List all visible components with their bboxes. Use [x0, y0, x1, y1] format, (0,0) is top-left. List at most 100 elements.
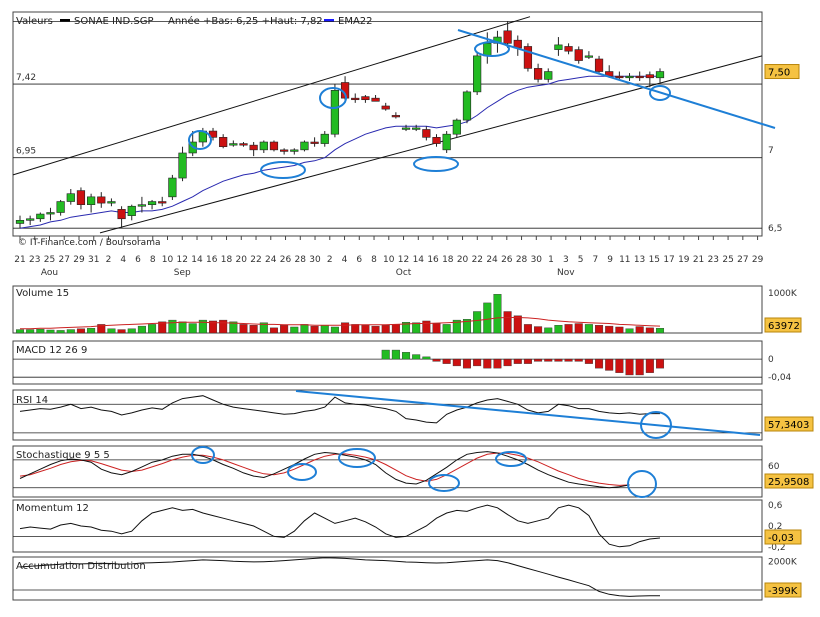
volume-axis-tick: 1000K: [768, 289, 798, 299]
volume-bar: [137, 325, 146, 334]
date-tick-label: 24: [265, 255, 277, 265]
accum-axis-tick: 2000K: [768, 557, 798, 567]
volume-bar: [645, 327, 654, 334]
date-tick-label: 26: [280, 255, 292, 265]
macd-panel: MACD 12 26 9 0 -0,04: [12, 340, 792, 385]
stochastic-panel: Stochastique 9 5 5 60 25,9508: [12, 445, 814, 498]
candle-body: [371, 97, 380, 102]
volume-bar: [462, 319, 471, 334]
volume-bar: [300, 324, 309, 334]
volume-bar: [351, 324, 360, 334]
date-tick-label: 21: [693, 255, 704, 265]
volume-last-value-box: [764, 317, 802, 333]
candle-body: [15, 220, 25, 224]
macd-hist-bar: [503, 358, 512, 367]
annotation-ellipse: [287, 463, 317, 481]
rsi-last-value-box: [764, 416, 814, 432]
annotation-ellipse: [627, 470, 657, 498]
candle-body: [46, 212, 55, 215]
date-tick-label: 18: [442, 255, 454, 265]
candle-body: [645, 74, 654, 79]
date-tick-label: 10: [162, 255, 174, 265]
macd-hist-bar: [442, 358, 451, 364]
candle-body: [300, 141, 309, 151]
volume-bar: [188, 323, 197, 334]
momentum-title: Momentum 12: [16, 503, 89, 514]
macd-hist-bar: [513, 358, 522, 364]
macd-hist-bar: [534, 358, 543, 362]
price-frame: [12, 11, 763, 237]
stoch-frame: [12, 445, 763, 498]
volume-bar: [513, 315, 522, 334]
volume-bar: [229, 321, 238, 334]
rsi-panel: RSI 14 57,3403: [12, 389, 814, 441]
date-tick-label: 21: [14, 255, 25, 265]
momentum-last-value-box: [764, 529, 802, 545]
volume-bar: [473, 311, 482, 334]
volume-bar: [168, 319, 177, 334]
volume-bar: [330, 326, 339, 334]
volume-bar: [148, 324, 157, 334]
volume-bar: [523, 324, 532, 334]
macd-frame: [12, 340, 763, 385]
volume-bar: [595, 325, 604, 334]
price-last-value-label: 7,50: [768, 68, 790, 79]
candle-body: [320, 133, 329, 144]
candle-body: [432, 137, 441, 144]
date-axis: 21 23 25 27 29 31 2 4 6 8 10 12 14 16 18 20 22 24 26 28 30 2 4…: [14, 236, 764, 278]
date-tick-label: 23: [708, 255, 719, 265]
macd-axis-tick: -0,04: [768, 373, 792, 383]
volume-bar: [534, 326, 543, 334]
date-tick-label: 9: [607, 255, 613, 265]
candle-body: [310, 141, 319, 144]
month-label: Aou: [41, 268, 58, 278]
candle-body: [168, 177, 177, 198]
volume-bar: [15, 329, 25, 334]
date-tick-label: 2: [327, 255, 333, 265]
price-axis-tick: 6,5: [768, 224, 782, 234]
accum-last-value-label: -399K: [768, 586, 798, 597]
volume-bar: [574, 323, 583, 334]
candle-body: [523, 46, 533, 69]
month-label: Nov: [557, 268, 575, 278]
annotation-ellipse: [474, 41, 510, 57]
volume-bar: [432, 323, 441, 334]
volume-bar: [97, 324, 106, 334]
volume-bar: [615, 326, 624, 334]
rsi-title: RSI 14: [16, 395, 48, 406]
date-tick-label: 19: [678, 255, 690, 265]
date-tick-label: 27: [59, 255, 70, 265]
candle-body: [229, 143, 238, 146]
volume-bar: [209, 320, 218, 334]
macd-hist-bar: [462, 358, 471, 369]
candle-body: [442, 133, 451, 151]
volume-bar: [66, 329, 75, 334]
date-tick-label: 27: [737, 255, 748, 265]
momentum-frame: [12, 499, 763, 553]
date-tick-label: 28: [295, 255, 307, 265]
volume-bar: [36, 328, 45, 334]
candle-body: [36, 213, 45, 220]
volume-bar: [503, 311, 512, 334]
candle-body: [584, 55, 593, 58]
date-tick-label: 29: [73, 255, 85, 265]
date-tick-label: 12: [177, 255, 188, 265]
macd-hist-bar: [615, 358, 624, 373]
date-tick-label: 11: [619, 255, 630, 265]
momentum-axis-tick: 0,6: [768, 501, 783, 511]
macd-title: MACD 12 26 9: [16, 345, 87, 356]
month-label: Sep: [174, 268, 191, 278]
ema-legend-swatch: [324, 19, 334, 22]
accum-title: Accumulation Distribution: [16, 561, 146, 572]
volume-bar: [280, 325, 289, 334]
macd-hist-bar: [391, 349, 400, 360]
candle-body: [249, 144, 258, 151]
macd-hist-bar: [432, 358, 441, 362]
candle-body: [655, 71, 665, 79]
candle-body: [351, 97, 360, 101]
volume-bar: [341, 322, 350, 334]
macd-hist-bar: [635, 358, 644, 376]
candle-body: [361, 96, 370, 101]
date-tick-label: 22: [472, 255, 483, 265]
candle-body: [97, 196, 106, 204]
